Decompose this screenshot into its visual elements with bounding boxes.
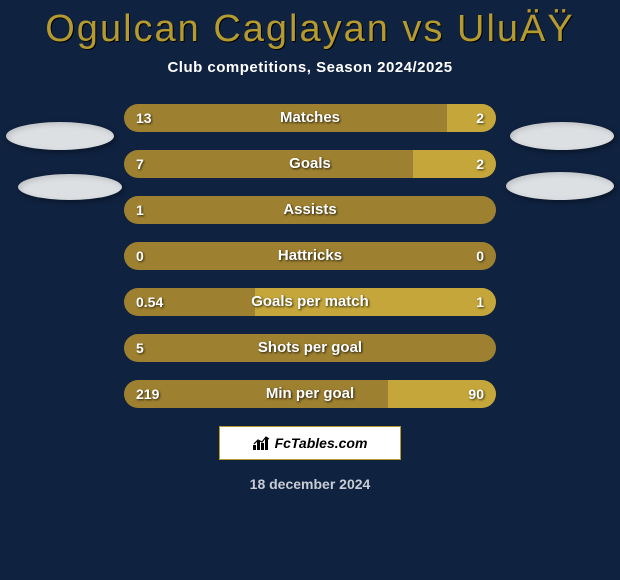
site-logo[interactable]: FcTables.com <box>219 426 401 460</box>
comparison-bars: 132Matches 72Goals 1Assists 00Hattricks 0.54… <box>124 104 496 408</box>
bar-label: Goals per match <box>124 288 496 316</box>
comparison-bar: 00Hattricks <box>124 242 496 270</box>
page-title: Ogulcan Caglayan vs UluÄŸ <box>0 0 620 51</box>
player-photo-placeholder <box>18 174 122 200</box>
bar-label: Hattricks <box>124 242 496 270</box>
player-photo-placeholder <box>506 172 614 200</box>
subtitle: Club competitions, Season 2024/2025 <box>0 59 620 76</box>
logo-text: FcTables.com <box>275 435 368 451</box>
bar-label: Assists <box>124 196 496 224</box>
bar-label: Goals <box>124 150 496 178</box>
date-label: 18 december 2024 <box>0 476 620 492</box>
comparison-bar: 132Matches <box>124 104 496 132</box>
player-photo-placeholder <box>510 122 614 150</box>
comparison-bar: 21990Min per goal <box>124 380 496 408</box>
comparison-bar: 1Assists <box>124 196 496 224</box>
bar-label: Matches <box>124 104 496 132</box>
comparison-bar: 5Shots per goal <box>124 334 496 362</box>
comparison-bar: 0.541Goals per match <box>124 288 496 316</box>
player-photo-placeholder <box>6 122 114 150</box>
bar-label: Min per goal <box>124 380 496 408</box>
bar-label: Shots per goal <box>124 334 496 362</box>
comparison-bar: 72Goals <box>124 150 496 178</box>
chart-icon <box>253 436 271 450</box>
